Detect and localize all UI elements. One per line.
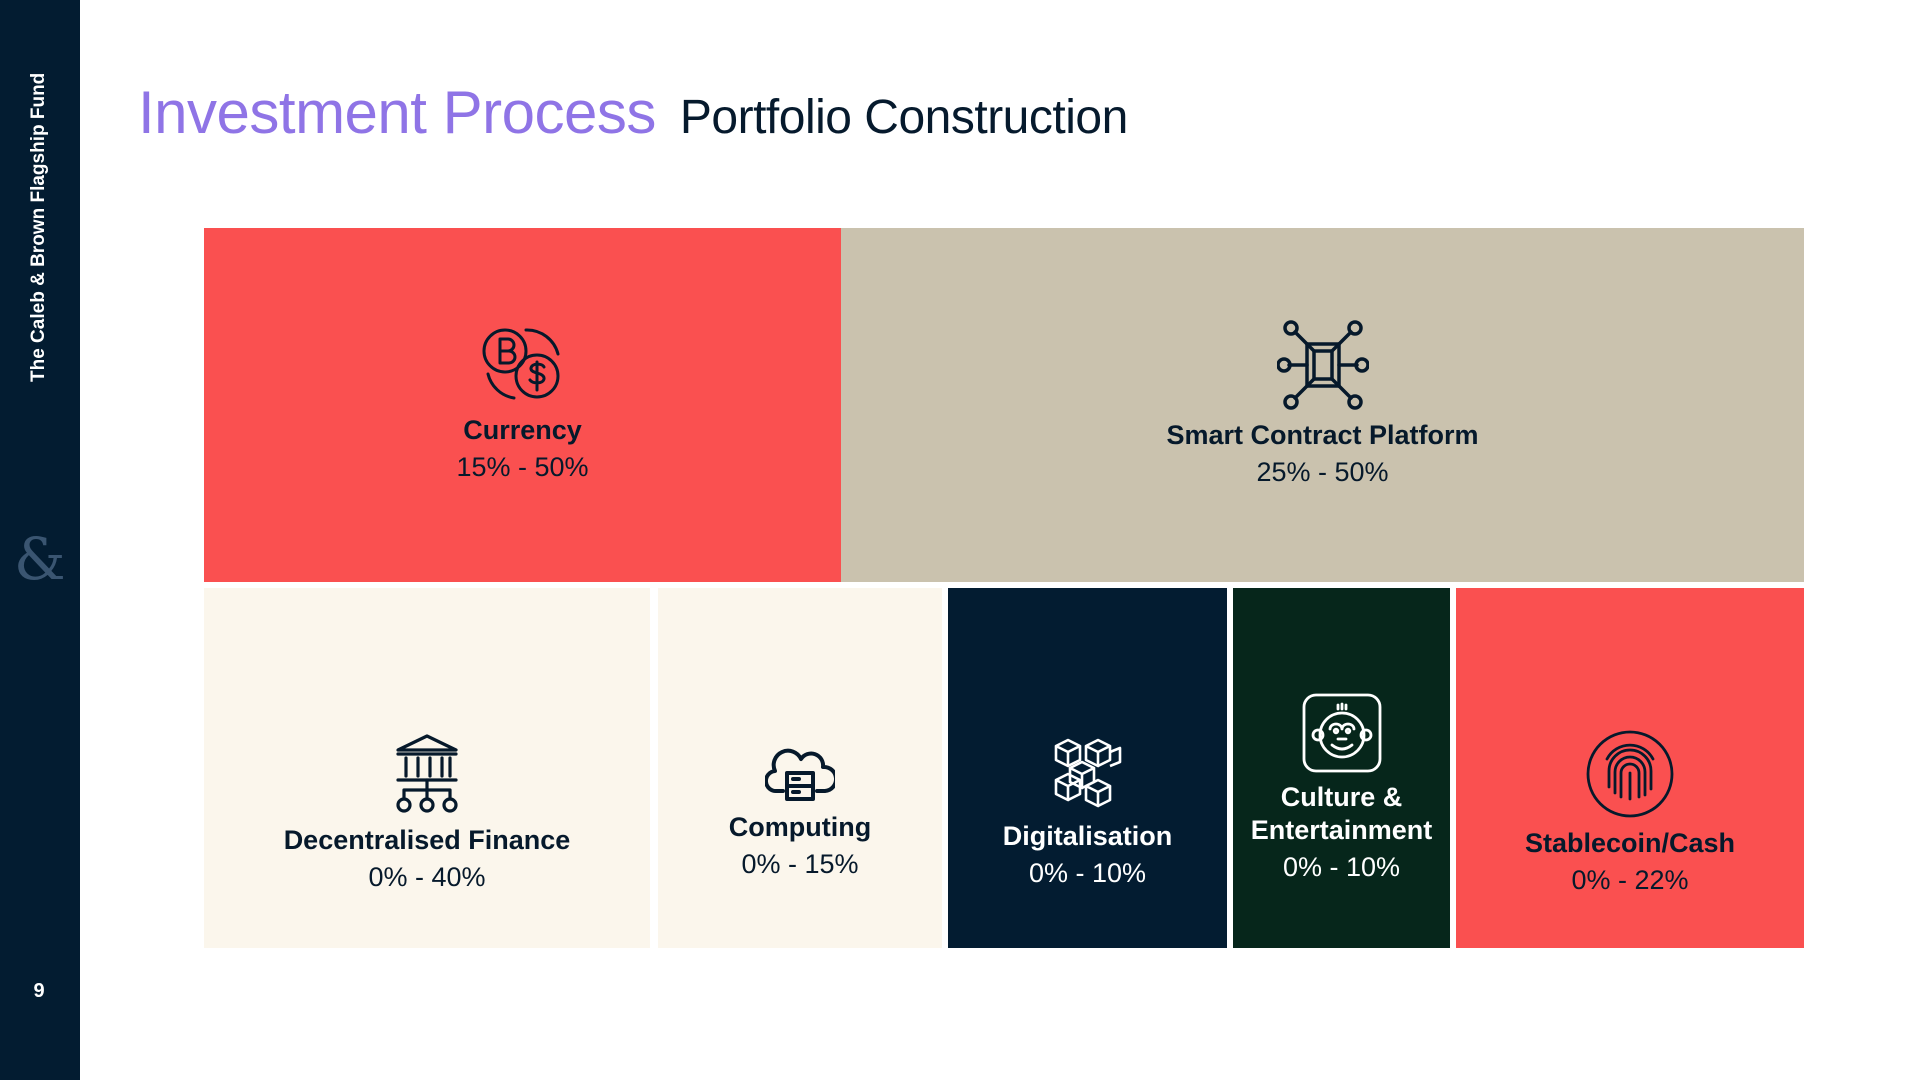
ape-face-icon (1302, 693, 1381, 773)
tile-name: Decentralised Finance (283, 824, 571, 855)
tile-digitalisation: Digitalisation 0% - 10% (948, 588, 1227, 948)
fund-name: The Caleb & Brown Flagship Fund (28, 72, 49, 382)
tile-name: Smart Contract Platform (1166, 419, 1479, 450)
sidebar: The Caleb & Brown Flagship Fund & 9 (0, 0, 80, 1080)
tile-name: Currency (463, 414, 582, 445)
network-nodes-icon (1276, 319, 1369, 410)
tile-range: 0% - 40% (368, 861, 486, 892)
cloud-server-icon (765, 748, 835, 801)
bank-network-icon (396, 733, 458, 813)
tile-computing: Computing 0% - 15% (658, 588, 942, 948)
tile-decentralised-finance: Decentralised Finance 0% - 40% (204, 588, 650, 948)
tile-culture-entertainment: Culture & Entertainment 0% - 10% (1233, 588, 1450, 948)
page-title: Investment Process (138, 79, 656, 146)
page-header: Investment Process Portfolio Constructio… (138, 78, 1128, 147)
tile-range: 0% - 22% (1571, 864, 1689, 895)
tile-range: 0% - 10% (1282, 852, 1401, 882)
tile-name: Computing (728, 811, 872, 842)
page-number: 9 (33, 980, 45, 1002)
tile-name: Stablecoin/Cash (1524, 827, 1736, 858)
bitcoin-dollar-exchange-icon (482, 327, 559, 399)
tile-range: 0% - 10% (1028, 857, 1147, 888)
fingerprint-icon (1586, 730, 1674, 817)
ampersand-logo: & (14, 525, 66, 593)
tile-range: 25% - 50% (1256, 456, 1389, 487)
tile-range: 0% - 15% (741, 848, 859, 879)
tile-currency: Currency 15% - 50% (204, 228, 841, 582)
tile-stablecoin-cash: Stablecoin/Cash 0% - 22% (1456, 588, 1804, 948)
tile-name: Culture & Entertainment (1250, 782, 1433, 845)
blocks-icon (1054, 738, 1121, 807)
tile-name: Digitalisation (1002, 820, 1173, 851)
page-subtitle: Portfolio Construction (679, 91, 1128, 144)
tile-range: 15% - 50% (456, 451, 589, 482)
tile-smart-contract-platform: Smart Contract Platform 25% - 50% (841, 228, 1804, 582)
